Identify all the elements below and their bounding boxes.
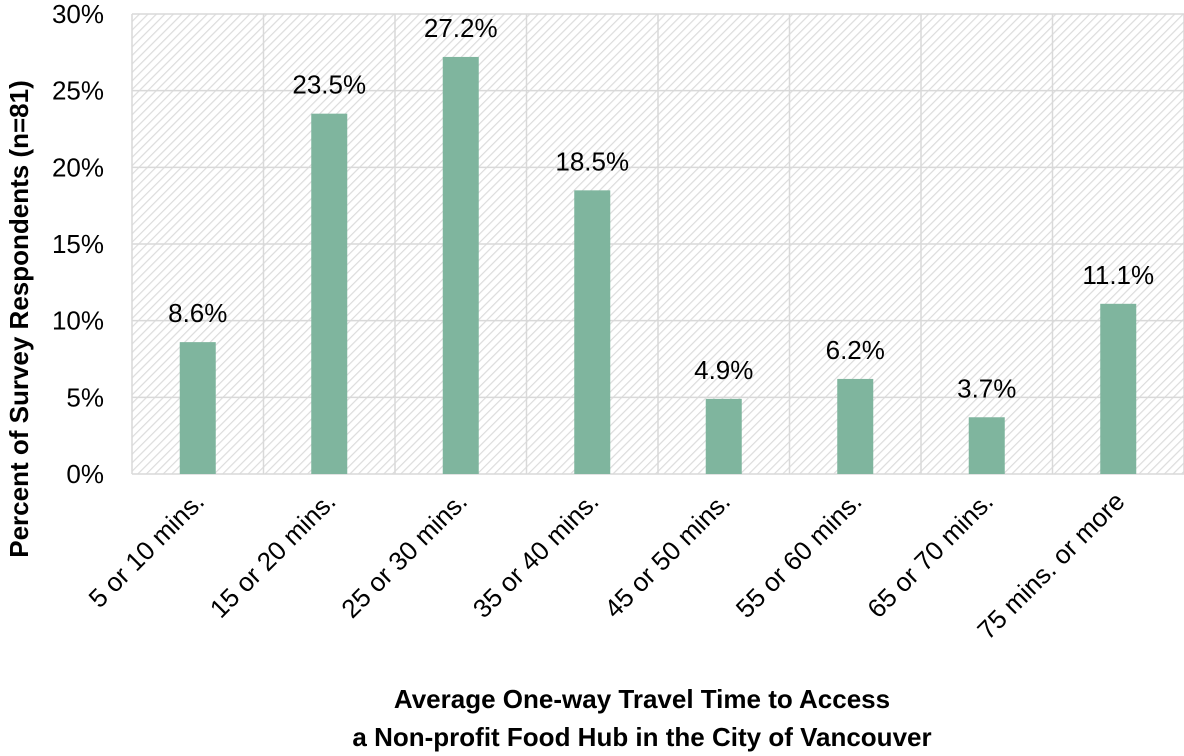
bar [1100,303,1137,474]
data-label: 3.7% [957,373,1016,403]
x-tick-label: 45 or 50 mins. [598,486,736,624]
bar [968,417,1005,474]
y-tick-label: 20% [52,152,104,182]
x-tick-label: 15 or 20 mins. [204,486,342,624]
bar [311,113,348,475]
x-axis-title-line-2: a Non-profit Food Hub in the City of Van… [352,722,931,752]
y-tick-label: 30% [52,0,104,29]
bar [574,190,611,475]
x-tick-label: 5 or 10 mins. [83,486,210,613]
x-tick-label: 25 or 30 mins. [335,486,473,624]
bar [705,398,742,474]
data-label: 8.6% [168,298,227,328]
data-label: 6.2% [826,335,885,365]
y-tick-labels-group: 0% 5% 10% 15% 20% 25% 30% [52,0,104,489]
data-label: 11.1% [1082,260,1154,290]
bar [442,56,479,474]
y-tick-label: 10% [52,306,104,336]
x-tick-label: 55 or 60 mins. [730,486,868,624]
gridlines [131,13,1184,475]
y-tick-label: 5% [66,382,104,412]
data-labels-group: 8.6% 23.5% 27.2% 18.5% 4.9% 6.2% 3.7% 11.1% [168,13,1154,403]
bar [179,342,216,474]
y-tick-label: 0% [66,459,104,489]
data-label: 18.5% [555,146,629,176]
x-tick-label: 65 or 70 mins. [861,486,999,624]
y-tick-label: 15% [52,229,104,259]
y-tick-label: 25% [52,76,104,106]
data-label: 27.2% [424,13,498,43]
bars-group [179,56,1137,475]
data-label: 23.5% [292,70,366,100]
x-tick-labels-group: 5 or 10 mins.15 or 20 mins.25 or 30 mins… [83,486,1131,645]
bar [837,378,874,474]
y-axis-title: Percent of Survey Respondents (n=81) [4,80,34,558]
data-label: 4.9% [694,355,753,385]
x-tick-label: 35 or 40 mins. [467,486,605,624]
x-axis-title-line-1: Average One-way Travel Time to Access [394,684,890,714]
